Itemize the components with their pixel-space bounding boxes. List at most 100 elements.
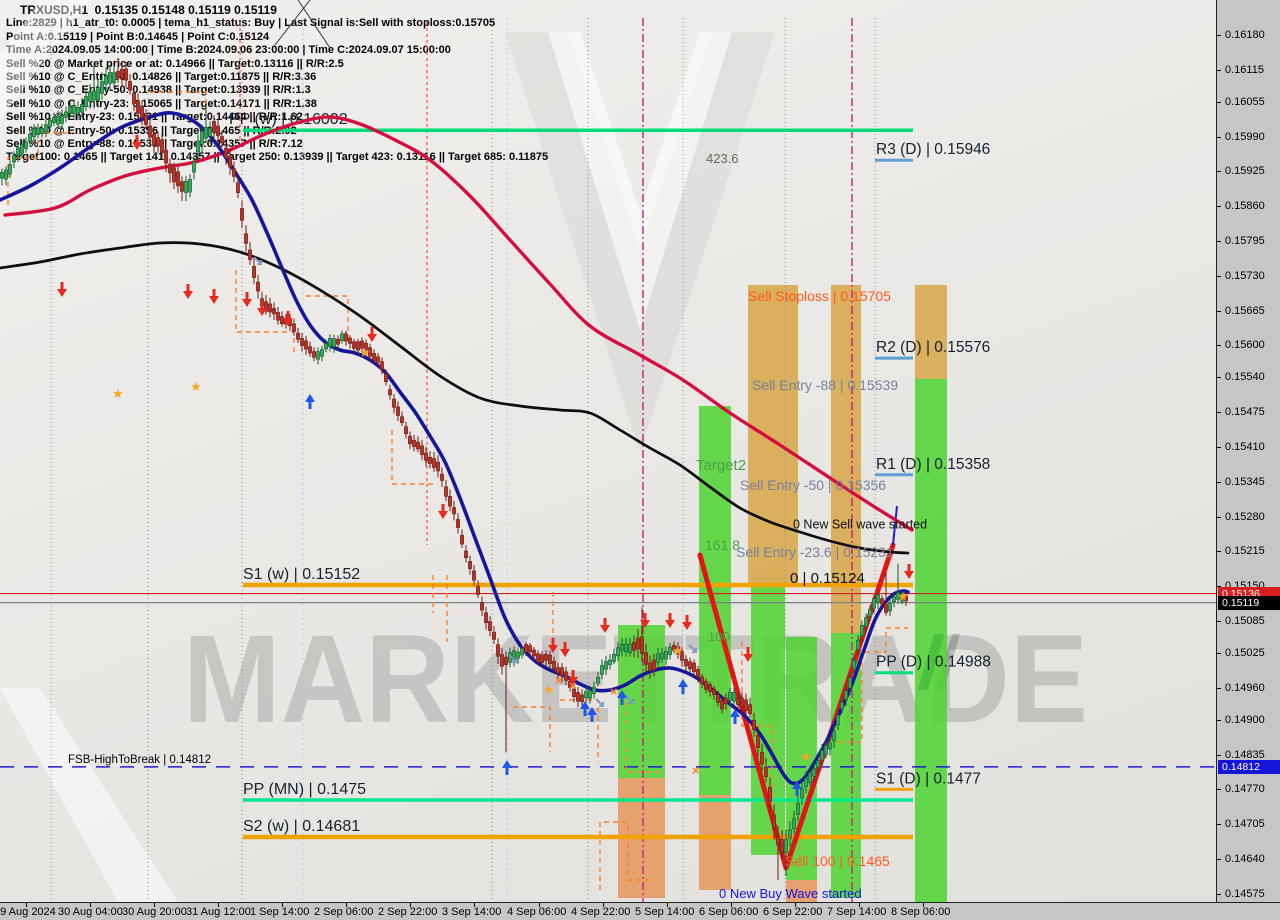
star-marker-icon: ★ [800,749,812,764]
chart-annotation: 161.8 [705,537,740,553]
price-tick-label: 0.15025 [1225,647,1265,659]
level-label-pp-mn: PP (MN) | 0.1475 [243,781,366,798]
chart-annotation: Sell Entry -88 | 0.15539 [752,377,898,393]
pivot-levels: PP (w) | 0.16002 S1 (w) | 0.15152 PP (MN) … [229,111,991,840]
price-tick-label: 0.15345 [1225,476,1265,488]
price-tick [1217,894,1221,895]
sell-arrow-icon [904,564,914,579]
level-label-r1-d: R1 (D) | 0.15358 [876,456,990,473]
time-tick [603,903,604,907]
time-tick [474,903,475,907]
price-tick [1217,720,1221,721]
x-marker-icon: × [555,673,563,688]
comment-line: Target100: 0.1465 || Target 141: 0.14357… [6,151,549,164]
price-tick [1217,35,1221,36]
price-tick-label: 0.15665 [1225,305,1265,317]
time-tick [26,903,27,907]
trailing-stop-segment [235,270,295,352]
trailing-stop-segment [560,699,599,762]
sell-arrow-icon [438,504,448,519]
sell-arrow-icon [367,327,377,342]
level-label-r3-d: R3 (D) | 0.15946 [876,141,990,158]
time-tick-label: 4 Sep 22:00 [571,906,631,918]
time-tick-label: 30 Aug 04:00 [58,906,123,918]
time-tick-label: 29 Aug 2024 [0,906,56,918]
buy-arrow-icon [792,781,802,796]
time-tick [154,903,155,907]
star-marker-icon: ★ [190,379,202,394]
sell-arrow-icon [665,613,675,628]
hollow-arrow-icon: ↘ [624,691,636,707]
trendline-fragment [297,0,331,49]
trailing-stop-segment [599,821,652,890]
chart-annotation: 423.6 [706,151,739,166]
price-tick-label: 0.14900 [1225,714,1265,726]
level-label-s1-w: S1 (w) | 0.15152 [243,566,360,583]
price-tick-label: 0.14640 [1225,853,1265,865]
chart-annotation: 0 | 0.15124 [790,570,865,587]
zone-rect [915,285,947,379]
sell-arrow-icon [242,292,252,307]
chart-annotations: 423.6 Target2 161.8 100 Sell Stoploss | 0.15… [696,151,927,901]
chart-annotation: 100 [708,629,730,644]
hollow-arrow-icon: ↘ [594,694,606,710]
price-tick-label: 0.14575 [1225,888,1265,900]
time-tick-label: 8 Sep 06:00 [891,906,951,918]
sell-arrow-icon [183,284,193,299]
sell-arrow-icon [548,638,558,653]
price-tick [1217,241,1221,242]
price-tick-label: 0.15990 [1225,131,1265,143]
price-tick [1217,551,1221,552]
star-marker-icon: ★ [543,682,555,697]
price-tick-label: 0.14960 [1225,682,1265,694]
price-tick-label: 0.15600 [1225,339,1265,351]
time-tick-label: 4 Sep 06:00 [507,906,567,918]
time-tick [859,903,860,907]
buy-arrow-icon [587,707,597,722]
signal-markers: ★ ★★★★★★× × ××↘↘↘ ↘↘ [57,135,914,796]
time-tick [731,903,732,907]
fsb-level-badge: 0.14812 [1218,760,1280,774]
x-marker-icon: × [569,678,577,693]
time-tick [667,903,668,907]
price-tick [1217,171,1221,172]
bid-price-badge: 0.15119 [1218,596,1280,610]
price-tick [1217,688,1221,689]
chart-annotation: 0 New Buy Wave started [719,886,862,901]
time-axis[interactable]: 29 Aug 2024 30 Aug 04:00 30 Aug 20:00 31 Au… [0,902,1280,920]
price-tick [1217,482,1221,483]
comment-line: Time A:2024.09.05 14:00:00 | Time B:2024… [6,44,451,57]
chart-annotation: 0 New Sell wave started [793,518,927,532]
star-marker-icon: ★ [897,589,909,604]
trailing-stop-segment [7,132,72,205]
chart-annotation: Target2 [696,457,746,474]
time-tick-label: 6 Sep 22:00 [763,906,823,918]
strategy-comment-overlay: TRXUSD,H1 0.15135 0.15148 0.15119 0.1511… [6,3,549,165]
zone-rect [748,285,798,586]
trailing-stop-segment [391,430,434,485]
zone-rect [786,637,817,880]
hollow-arrow-icon: ↘ [687,640,699,656]
price-axis[interactable]: 0.16180 0.16115 0.16055 0.15990 0.15925 0.158… [1217,0,1280,902]
time-tick-label: 1 Sep 14:00 [250,906,310,918]
time-tick-label: 3 Sep 14:00 [442,906,502,918]
price-tick [1217,345,1221,346]
time-tick-label: 5 Sep 14:00 [635,906,695,918]
time-tick-label: 6 Sep 06:00 [699,906,759,918]
fsb-label: FSB-HighToBreak | 0.14812 [68,754,211,766]
price-tick-label: 0.15925 [1225,165,1265,177]
logo-chevron-outline [505,32,775,452]
price-tick-label: 0.15860 [1225,200,1265,212]
time-tick [539,903,540,907]
logo-chevron-inner [548,32,732,330]
corner-streak-bl [0,688,178,902]
chart-area[interactable]: TRXUSD,H1 0.15135 0.15148 0.15119 0.1511… [0,0,1217,910]
slow-ma-crimson [3,115,914,532]
sell-arrow-icon [560,642,570,657]
time-tick [795,903,796,907]
price-tick [1217,412,1221,413]
chart-annotation: Sell Entry -23.6 | 0.15231 [736,544,894,560]
price-tick-label: 0.15085 [1225,615,1265,627]
